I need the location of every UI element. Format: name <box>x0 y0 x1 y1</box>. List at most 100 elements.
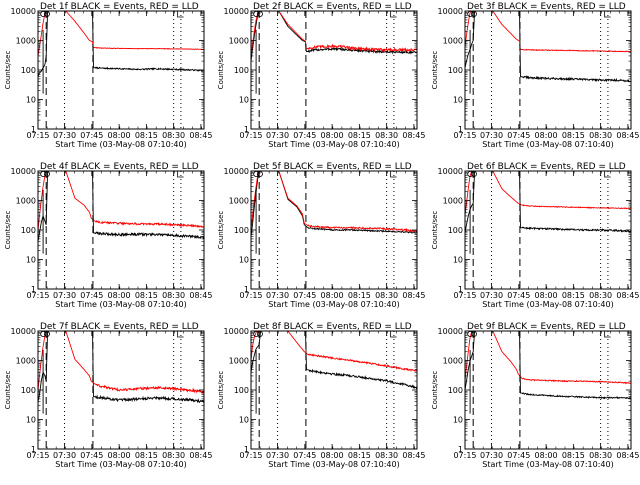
x-axis-label: Start Time (03-May-08 07:10:40) <box>482 300 613 309</box>
interval-marker <box>177 171 184 178</box>
chart-title: Det 4f BLACK = Events, RED = LLD <box>40 162 199 172</box>
y-tick-label: 1 <box>244 445 249 454</box>
y-tick-label: 10000 <box>11 167 36 176</box>
y-tick-label: 10 <box>26 96 36 105</box>
series-group <box>465 171 631 233</box>
series-group <box>251 331 417 390</box>
chart-panel-det-9f: Det 9f BLACK = Events, RED = LLD 1 10 100 10… <box>431 322 639 469</box>
chart-title: Det 5f BLACK = Events, RED = LLD <box>253 162 412 172</box>
x-tick-label: 07:15 <box>453 451 476 460</box>
x-tick-label: 08:15 <box>348 291 371 300</box>
x-axis-label: Start Time (03-May-08 07:10:40) <box>268 460 399 469</box>
y-axis-label: Counts/sec <box>431 211 439 250</box>
chart-panel-det-2f: Det 2f BLACK = Events, RED = LLD 1 10 100 10… <box>217 2 425 149</box>
series-line-lld <box>465 11 631 53</box>
y-tick-label: 10000 <box>438 327 463 336</box>
series-group <box>251 11 417 62</box>
x-tick-label: 08:15 <box>562 451 585 460</box>
x-tick-label: 07:45 <box>507 131 530 140</box>
y-tick-label: 1 <box>458 285 463 294</box>
y-tick-label: 100 <box>234 386 249 395</box>
x-tick-label: 08:30 <box>162 131 185 140</box>
x-tick-label: 08:00 <box>321 291 344 300</box>
x-axis-label: Start Time (03-May-08 07:10:40) <box>268 300 399 309</box>
y-tick-label: 10 <box>239 416 249 425</box>
chart-title: Det 2f BLACK = Events, RED = LLD <box>253 2 412 12</box>
y-tick-label: 1000 <box>229 37 249 46</box>
series-line-lld <box>465 331 631 385</box>
x-tick-label: 08:30 <box>589 131 612 140</box>
x-tick-label: 08:15 <box>348 451 371 460</box>
series-group <box>465 331 631 400</box>
x-axis-label: Start Time (03-May-08 07:10:40) <box>268 140 399 149</box>
y-tick-label: 10000 <box>224 167 249 176</box>
series-group <box>38 331 204 404</box>
chart-panel-det-4f: Det 4f BLACK = Events, RED = LLD 1 10 100 10… <box>4 162 212 309</box>
y-tick-label: 1000 <box>16 197 36 206</box>
y-tick-label: 10 <box>453 256 463 265</box>
x-tick-label: 08:15 <box>135 131 158 140</box>
y-tick-label: 1000 <box>443 197 463 206</box>
chart-panel-det-7f: Det 7f BLACK = Events, RED = LLD 1 10 100 10… <box>4 322 212 469</box>
y-tick-label: 1 <box>244 125 249 134</box>
x-tick-label: 07:45 <box>507 291 530 300</box>
x-tick-label: 08:45 <box>616 451 639 460</box>
y-tick-label: 10 <box>239 256 249 265</box>
plot-frame <box>250 330 418 450</box>
x-tick-label: 08:00 <box>535 451 558 460</box>
chart-title: Det 9f BLACK = Events, RED = LLD <box>467 322 626 332</box>
x-tick-label: 08:00 <box>535 131 558 140</box>
chart-panel-det-1f: Det 1f BLACK = Events, RED = LLD 1 10 100 10… <box>4 2 212 149</box>
series-line-events <box>251 11 417 62</box>
y-tick-label: 10000 <box>11 327 36 336</box>
y-tick-label: 1 <box>458 445 463 454</box>
x-tick-label: 07:30 <box>266 131 289 140</box>
x-tick-label: 08:15 <box>562 291 585 300</box>
y-tick-label: 100 <box>448 66 463 75</box>
x-tick-label: 07:15 <box>26 451 49 460</box>
x-tick-label: 07:30 <box>480 131 503 140</box>
plot-frame <box>37 170 205 290</box>
series-line-lld <box>38 171 204 231</box>
x-tick-label: 08:45 <box>402 131 425 140</box>
y-tick-label: 1000 <box>443 357 463 366</box>
x-tick-label: 07:15 <box>453 131 476 140</box>
series-line-events <box>38 331 204 404</box>
x-tick-label: 07:30 <box>480 451 503 460</box>
x-tick-label: 08:30 <box>589 291 612 300</box>
x-tick-label: 07:45 <box>507 451 530 460</box>
x-tick-label: 08:00 <box>108 291 131 300</box>
x-tick-label: 08:30 <box>375 131 398 140</box>
x-tick-label: 08:45 <box>616 291 639 300</box>
y-tick-label: 1 <box>244 285 249 294</box>
x-tick-label: 07:30 <box>53 451 76 460</box>
x-tick-label: 08:00 <box>321 131 344 140</box>
y-tick-label: 10 <box>453 416 463 425</box>
x-axis-label: Start Time (03-May-08 07:10:40) <box>55 460 186 469</box>
series-line-events <box>251 171 417 237</box>
y-tick-label: 1000 <box>443 37 463 46</box>
x-tick-label: 08:15 <box>562 131 585 140</box>
y-tick-label: 100 <box>21 386 36 395</box>
x-axis-label: Start Time (03-May-08 07:10:40) <box>55 300 186 309</box>
series-line-lld <box>251 331 417 373</box>
series-line-events <box>465 171 631 233</box>
plot-frame <box>250 10 418 130</box>
series-line-events <box>465 331 631 400</box>
x-tick-label: 08:30 <box>162 291 185 300</box>
interval-marker <box>390 331 397 338</box>
x-tick-label: 07:45 <box>80 451 103 460</box>
x-tick-label: 07:45 <box>293 291 316 300</box>
y-tick-label: 1 <box>31 125 36 134</box>
x-tick-label: 08:00 <box>108 131 131 140</box>
chart-panel-det-3f: Det 3f BLACK = Events, RED = LLD 1 10 100 10… <box>431 2 639 149</box>
y-axis-label: Counts/sec <box>217 51 225 90</box>
chart-panel-det-6f: Det 6f BLACK = Events, RED = LLD 1 10 100 10… <box>431 162 639 309</box>
x-tick-label: 07:15 <box>239 131 262 140</box>
series-line-events <box>465 11 631 83</box>
series-line-events <box>38 171 204 242</box>
x-tick-label: 08:30 <box>162 451 185 460</box>
x-tick-label: 08:45 <box>402 291 425 300</box>
